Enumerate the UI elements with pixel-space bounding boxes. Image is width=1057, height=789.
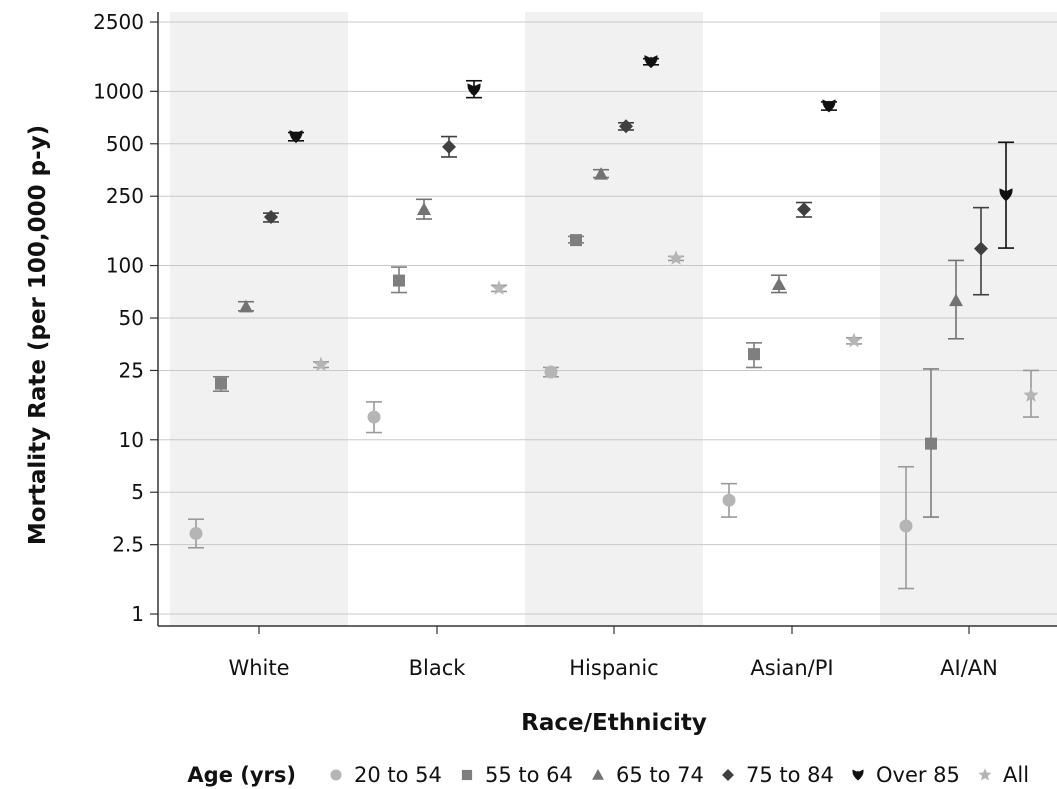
data-point (644, 55, 658, 69)
series-20-to-54 (188, 365, 914, 590)
legend-label: Over 85 (876, 763, 960, 787)
legend-marker (852, 769, 864, 781)
series-55-to-64 (213, 234, 939, 518)
series-all (313, 250, 1039, 418)
legend-label: 55 to 64 (485, 763, 573, 787)
data-point (594, 167, 608, 180)
data-point (467, 83, 481, 97)
y-tick-label: 50 (119, 306, 144, 330)
x-tick-label: Hispanic (569, 656, 658, 680)
data-point (313, 356, 329, 372)
data-point (189, 526, 203, 540)
x-tick-label: AI/AN (940, 656, 998, 680)
data-point (491, 280, 507, 295)
data-point (264, 209, 278, 224)
data-point (846, 332, 862, 348)
data-point (570, 234, 582, 247)
x-tick-label: Black (409, 656, 467, 680)
legend-marker (461, 769, 473, 781)
y-tick-label: 5 (131, 480, 144, 504)
y-tick-label: 25 (119, 358, 144, 382)
y-tick-label: 10 (119, 428, 144, 452)
data-point (668, 250, 684, 265)
x-tick-label: Asian/PI (750, 656, 833, 680)
data-point (797, 202, 811, 217)
data-point (822, 99, 836, 113)
data-point (544, 365, 558, 379)
legend-marker (330, 769, 342, 781)
data-point (899, 519, 913, 533)
data-point (1023, 387, 1039, 402)
data-point (367, 410, 381, 424)
y-tick-label: 2500 (93, 10, 144, 34)
y-tick-label: 250 (106, 184, 144, 208)
legend-label: All (1003, 763, 1029, 787)
legend-label: 20 to 54 (354, 763, 442, 787)
legend-marker (978, 768, 992, 781)
legend-label: 75 to 84 (746, 763, 834, 787)
y-tick-label: 100 (106, 254, 144, 278)
legend-marker (722, 769, 734, 781)
y-tick-label: 1000 (93, 79, 144, 103)
data-point (215, 377, 227, 390)
band-white (170, 12, 348, 626)
y-tick-label: 500 (106, 132, 144, 156)
series-over-85 (288, 55, 1014, 249)
data-point (393, 274, 405, 287)
data-point (417, 202, 431, 216)
band-hispanic (525, 12, 703, 626)
data-point (925, 437, 937, 450)
series-75-to-84 (263, 119, 989, 296)
data-point (949, 293, 963, 307)
legend-title: Age (yrs) (187, 763, 296, 787)
data-point (999, 188, 1013, 202)
data-point (289, 130, 303, 144)
x-tick-label: White (228, 656, 289, 680)
y-tick-label: 2.5 (112, 533, 144, 557)
data-point (748, 348, 760, 361)
data-point (722, 493, 736, 507)
gridlines (150, 21, 1057, 615)
x-axis-title: Race/Ethnicity (521, 710, 707, 736)
data-point (619, 119, 633, 134)
x-tick-labels: White Black Hispanic Asian/PI AI/AN (228, 656, 997, 680)
y-tick-labels: 1 2.5 5 10 25 50 100 250 500 1000 2500 (93, 10, 144, 626)
series-65-to-74 (238, 167, 964, 340)
axes (157, 12, 1057, 634)
y-axis-title: Mortality Rate (per 100,000 p-y) (25, 125, 51, 545)
category-bands (170, 12, 1057, 626)
data-marks (188, 55, 1039, 590)
y-tick-label: 1 (131, 602, 144, 626)
legend: Age (yrs) 20 to 54 55 to 64 65 to 74 75 to … (187, 763, 1029, 787)
data-point (239, 299, 253, 313)
data-point (772, 277, 786, 290)
legend-marker (592, 769, 604, 780)
legend-label: 65 to 74 (616, 763, 704, 787)
data-point (442, 139, 456, 154)
data-point (974, 241, 988, 256)
